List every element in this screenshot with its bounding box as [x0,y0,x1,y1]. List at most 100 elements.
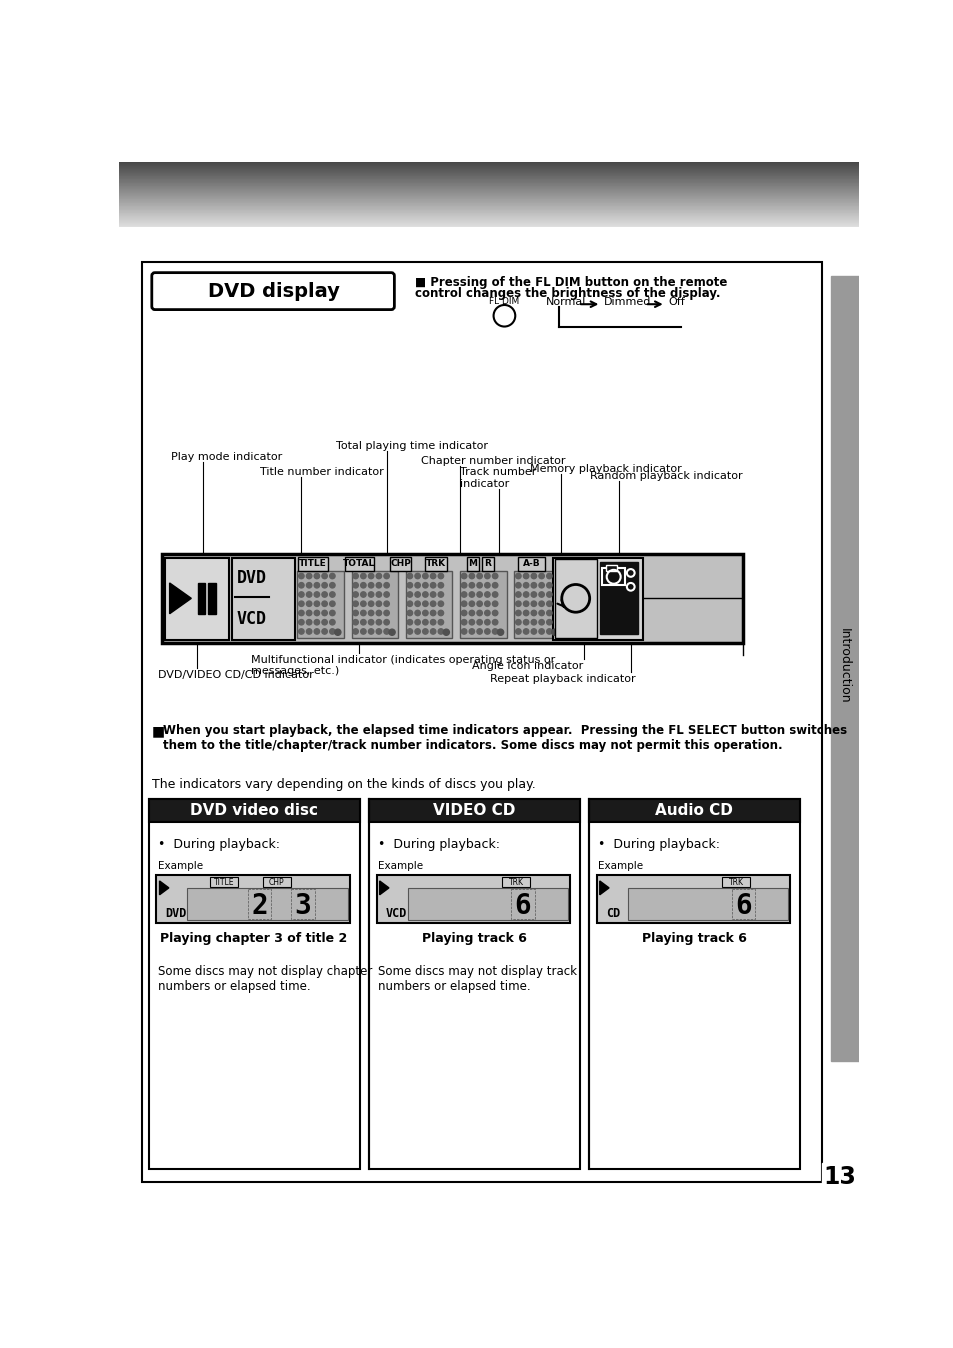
Circle shape [407,573,412,578]
Bar [162,554,742,643]
Circle shape [321,611,327,616]
Circle shape [306,620,312,625]
Circle shape [461,573,466,578]
Bar [390,557,411,570]
Circle shape [492,592,497,597]
Circle shape [360,611,366,616]
Circle shape [321,620,327,625]
Circle shape [531,573,536,578]
Circle shape [476,620,482,625]
Circle shape [368,592,374,597]
Circle shape [360,620,366,625]
Text: Audio CD: Audio CD [655,803,733,818]
Text: ■: ■ [152,724,165,737]
Bar [407,888,567,921]
Bar [210,878,238,887]
Circle shape [469,611,474,616]
Circle shape [415,592,420,597]
Bar [406,572,452,639]
Text: Total playing time indicator: Total playing time indicator [335,441,488,450]
Circle shape [375,620,381,625]
Circle shape [492,582,497,588]
Circle shape [476,601,482,607]
Circle shape [492,573,497,578]
Circle shape [298,628,304,634]
Bar [821,1163,858,1190]
Circle shape [523,573,528,578]
Circle shape [437,601,443,607]
Circle shape [407,611,412,616]
Circle shape [314,582,319,588]
Circle shape [368,611,374,616]
Circle shape [321,628,327,634]
Circle shape [484,592,490,597]
Text: DVD display: DVD display [208,282,340,301]
Text: A-B: A-B [522,559,539,569]
Circle shape [368,573,374,578]
Circle shape [484,620,490,625]
Circle shape [298,611,304,616]
Bar [298,557,328,570]
Circle shape [538,620,544,625]
Bar [232,558,294,640]
Circle shape [538,628,544,634]
Circle shape [469,592,474,597]
Circle shape [476,628,482,634]
Circle shape [516,620,520,625]
Circle shape [422,592,428,597]
Circle shape [430,628,436,634]
Circle shape [314,620,319,625]
Circle shape [492,601,497,607]
Text: VCD: VCD [236,611,267,628]
Circle shape [383,582,389,588]
Bar [830,276,858,1061]
Bar [596,875,790,922]
Text: 6: 6 [514,892,531,921]
Circle shape [375,601,381,607]
Circle shape [523,582,528,588]
Circle shape [492,620,497,625]
Circle shape [353,628,358,634]
Text: The indicators vary depending on the kinds of discs you play.: The indicators vary depending on the kin… [152,778,535,791]
Circle shape [531,592,536,597]
Bar [481,557,493,570]
Bar [467,557,478,570]
Circle shape [415,620,420,625]
Circle shape [306,601,312,607]
Circle shape [375,628,381,634]
Circle shape [330,620,335,625]
Circle shape [353,601,358,607]
Circle shape [523,628,528,634]
Bar [501,878,530,887]
Circle shape [476,592,482,597]
Circle shape [437,620,443,625]
Circle shape [375,573,381,578]
Text: Track number
indicator: Track number indicator [459,468,536,489]
Circle shape [538,573,544,578]
Text: 3: 3 [294,892,311,921]
Polygon shape [159,882,169,895]
Circle shape [306,592,312,597]
Circle shape [375,582,381,588]
Bar [425,557,447,570]
Circle shape [298,592,304,597]
Bar [721,878,749,887]
Circle shape [407,628,412,634]
Circle shape [461,592,466,597]
Circle shape [306,611,312,616]
Circle shape [430,601,436,607]
Circle shape [321,601,327,607]
Bar [165,558,229,640]
Text: DVD: DVD [166,907,187,919]
Text: Normal: Normal [545,297,585,307]
Text: Dimmed: Dimmed [603,297,650,307]
Bar [297,572,344,639]
Circle shape [476,582,482,588]
Circle shape [497,630,503,635]
Circle shape [546,582,552,588]
Bar [627,888,787,921]
Bar [369,799,579,1169]
Circle shape [422,573,428,578]
Circle shape [523,601,528,607]
Circle shape [484,628,490,634]
